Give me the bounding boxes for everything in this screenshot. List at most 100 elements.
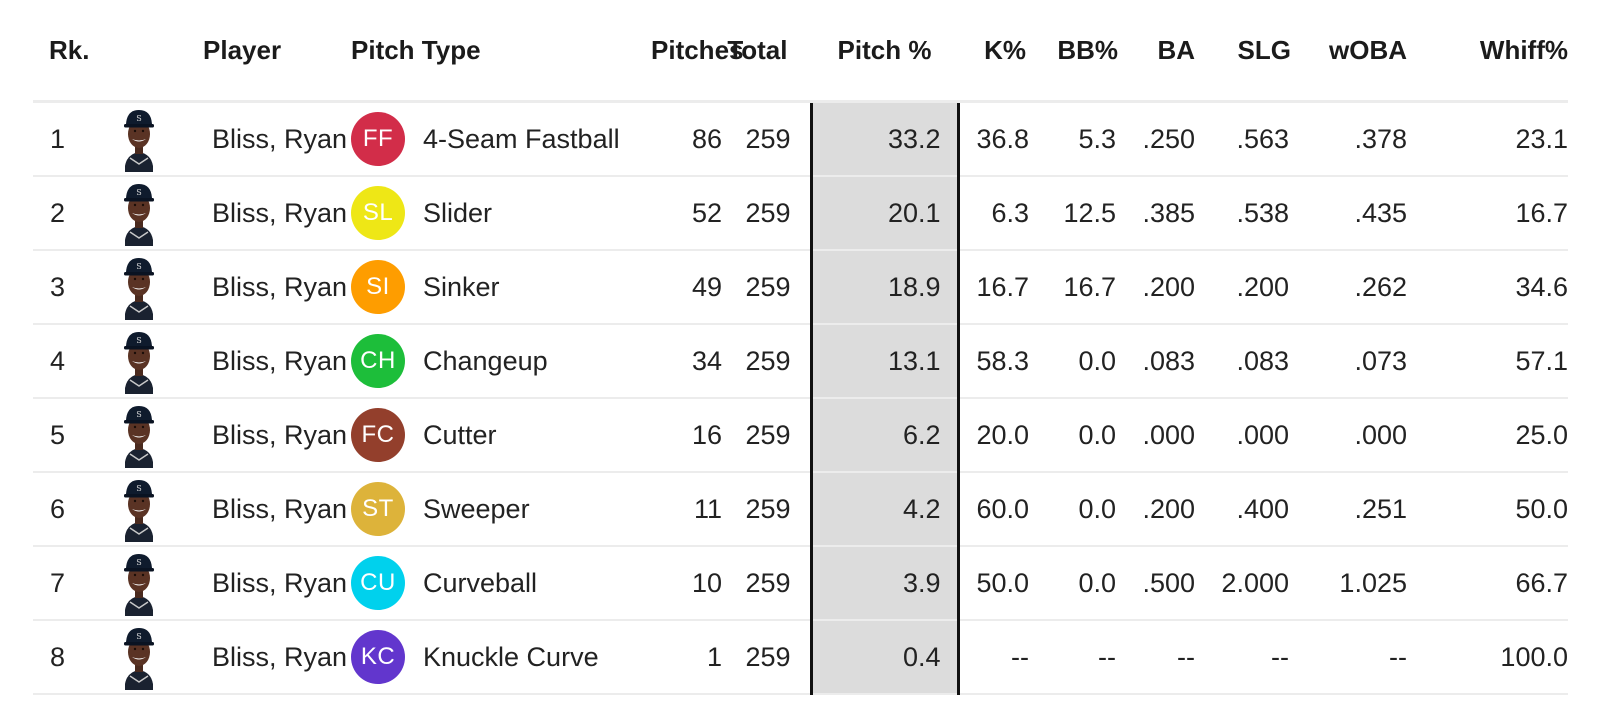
total-cell: 259 xyxy=(722,398,811,473)
ba-cell: .500 xyxy=(1126,546,1212,621)
pitch-pct-cell: 4.2 xyxy=(809,472,960,547)
pitch-pct-cell: 3.9 xyxy=(809,546,960,621)
table-row[interactable]: 8 S Bliss, Ryan KC Knuckle Curve 1 xyxy=(33,620,1568,695)
pitch-type-cell: CH Changeup xyxy=(351,324,651,399)
player-name-cell[interactable]: Bliss, Ryan xyxy=(203,472,351,547)
bb-pct-cell: 0.0 xyxy=(1034,398,1126,473)
woba-cell: .251 xyxy=(1311,472,1429,547)
header-k-pct[interactable]: K% xyxy=(958,0,1034,103)
header-headshot-spacer xyxy=(113,0,203,103)
k-pct-cell: 36.8 xyxy=(958,101,1034,177)
header-pitch-type[interactable]: Pitch Type xyxy=(351,0,651,103)
pitch-name: Slider xyxy=(423,197,493,228)
pitches-cell: 16 xyxy=(651,398,722,473)
headshot-cell: S xyxy=(113,620,203,695)
player-name-cell[interactable]: Bliss, Ryan xyxy=(203,101,351,177)
woba-cell: .262 xyxy=(1311,250,1429,325)
player-headshot-icon[interactable]: S xyxy=(117,106,161,172)
whiff-pct-cell: 100.0 xyxy=(1429,620,1568,695)
pitch-type-badge: CU xyxy=(351,556,405,610)
player-headshot-icon[interactable]: S xyxy=(117,180,161,246)
k-pct-cell: 50.0 xyxy=(958,546,1034,621)
pitch-name: Sinker xyxy=(423,271,500,302)
ba-cell: .200 xyxy=(1126,472,1212,547)
header-player[interactable]: Player xyxy=(203,0,351,103)
header-pitch-pct[interactable]: Pitch % xyxy=(811,0,958,103)
bb-pct-cell: 0.0 xyxy=(1034,324,1126,399)
table-row[interactable]: 1 S Bliss, Ryan FF 4-Seam Fastball 86 xyxy=(33,101,1568,177)
header-whiff-pct[interactable]: Whiff% xyxy=(1429,0,1568,103)
pitch-type-badge: ST xyxy=(351,482,405,536)
table-row[interactable]: 4 S Bliss, Ryan CH Changeup 34 259 xyxy=(33,324,1568,399)
pitch-type-badge: SI xyxy=(351,260,405,314)
svg-text:S: S xyxy=(136,262,141,271)
slg-cell: -- xyxy=(1212,620,1311,695)
total-cell: 259 xyxy=(722,176,811,251)
ba-cell: -- xyxy=(1126,620,1212,695)
bb-pct-cell: 0.0 xyxy=(1034,546,1126,621)
pitch-name: Knuckle Curve xyxy=(423,641,599,672)
pitch-pct-cell: 13.1 xyxy=(809,324,960,399)
pitches-cell: 1 xyxy=(651,620,722,695)
pitches-cell: 86 xyxy=(651,101,722,177)
slg-cell: .538 xyxy=(1212,176,1311,251)
player-headshot-icon[interactable]: S xyxy=(117,624,161,690)
headshot-cell: S xyxy=(113,250,203,325)
pitch-name: Changeup xyxy=(423,345,548,376)
total-cell: 259 xyxy=(722,101,811,177)
k-pct-cell: -- xyxy=(958,620,1034,695)
player-headshot-icon[interactable]: S xyxy=(117,328,161,394)
table-row[interactable]: 6 S Bliss, Ryan ST Sweeper 11 259 xyxy=(33,472,1568,547)
player-name-cell[interactable]: Bliss, Ryan xyxy=(203,398,351,473)
player-headshot-icon[interactable]: S xyxy=(117,476,161,542)
header-ba[interactable]: BA xyxy=(1126,0,1212,103)
bb-pct-cell: -- xyxy=(1034,620,1126,695)
header-total[interactable]: Total xyxy=(722,0,811,103)
k-pct-cell: 16.7 xyxy=(958,250,1034,325)
rank-cell: 1 xyxy=(33,101,113,177)
player-name-cell[interactable]: Bliss, Ryan xyxy=(203,620,351,695)
ba-cell: .083 xyxy=(1126,324,1212,399)
pitch-type-cell: SL Slider xyxy=(351,176,651,251)
table-row[interactable]: 7 S Bliss, Ryan CU Curveball 10 259 xyxy=(33,546,1568,621)
rank-cell: 2 xyxy=(33,176,113,251)
table-row[interactable]: 2 S Bliss, Ryan SL Slider 52 259 xyxy=(33,176,1568,251)
player-headshot-icon[interactable]: S xyxy=(117,402,161,468)
pitch-type-cell: ST Sweeper xyxy=(351,472,651,547)
pitch-type-cell: CU Curveball xyxy=(351,546,651,621)
total-cell: 259 xyxy=(722,546,811,621)
header-slg[interactable]: SLG xyxy=(1212,0,1311,103)
headshot-cell: S xyxy=(113,546,203,621)
bb-pct-cell: 0.0 xyxy=(1034,472,1126,547)
header-pitches[interactable]: Pitches xyxy=(651,0,744,103)
header-rank[interactable]: Rk. xyxy=(33,0,113,103)
player-headshot-icon[interactable]: S xyxy=(117,550,161,616)
ba-cell: .385 xyxy=(1126,176,1212,251)
pitch-pct-cell: 18.9 xyxy=(809,250,960,325)
pitch-type-badge: FF xyxy=(351,112,405,166)
table-row[interactable]: 3 S Bliss, Ryan SI Sinker 49 259 xyxy=(33,250,1568,325)
rank-cell: 5 xyxy=(33,398,113,473)
player-headshot-icon[interactable]: S xyxy=(117,254,161,320)
player-name-cell[interactable]: Bliss, Ryan xyxy=(203,546,351,621)
woba-cell: .073 xyxy=(1311,324,1429,399)
header-bb-pct[interactable]: BB% xyxy=(1034,0,1126,103)
pitch-name: Curveball xyxy=(423,567,538,598)
player-name-cell[interactable]: Bliss, Ryan xyxy=(203,324,351,399)
player-name-cell[interactable]: Bliss, Ryan xyxy=(203,250,351,325)
svg-text:S: S xyxy=(136,114,141,123)
player-name-cell[interactable]: Bliss, Ryan xyxy=(203,176,351,251)
bb-pct-cell: 5.3 xyxy=(1034,101,1126,177)
pitches-cell: 49 xyxy=(651,250,722,325)
headshot-cell: S xyxy=(113,176,203,251)
woba-cell: 1.025 xyxy=(1311,546,1429,621)
header-woba[interactable]: wOBA xyxy=(1311,0,1429,103)
headshot-cell: S xyxy=(113,324,203,399)
pitch-type-badge: SL xyxy=(351,186,405,240)
k-pct-cell: 6.3 xyxy=(958,176,1034,251)
slg-cell: .083 xyxy=(1212,324,1311,399)
pitch-type-cell: KC Knuckle Curve xyxy=(351,620,651,695)
pitch-type-badge: KC xyxy=(351,630,405,684)
table-row[interactable]: 5 S Bliss, Ryan FC Cutter 16 259 xyxy=(33,398,1568,473)
ba-cell: .250 xyxy=(1126,101,1212,177)
